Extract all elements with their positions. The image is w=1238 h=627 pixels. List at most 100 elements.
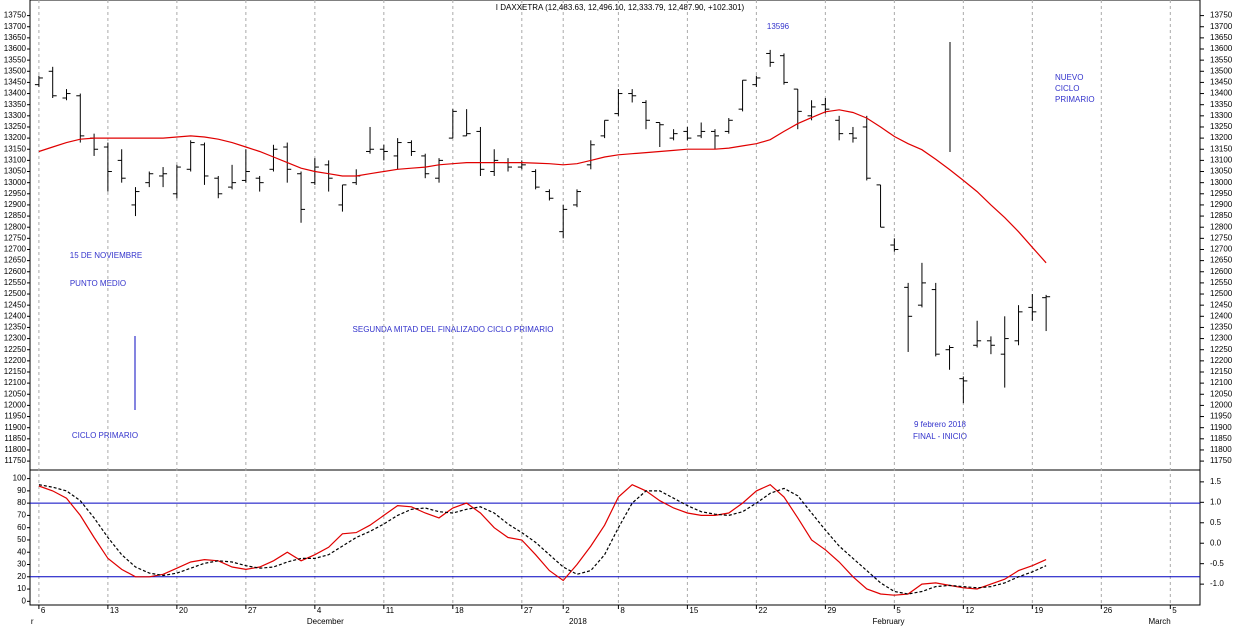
annotation: CICLO PRIMARIO (72, 431, 138, 440)
y-tick-label: 12500 (4, 289, 27, 298)
x-tick-label: 19 (1034, 606, 1043, 615)
y-tick-label: 12750 (4, 233, 27, 242)
y-tick-label: 13050 (4, 167, 27, 176)
y2-tick-label: -0.5 (1210, 559, 1224, 568)
y2-tick-label: 12200 (1210, 356, 1233, 365)
y2-tick-label: 12350 (1210, 323, 1233, 332)
y2-tick-label: 13700 (1210, 22, 1233, 31)
month-label: December (307, 617, 344, 626)
y2-tick-label: 13200 (1210, 133, 1233, 142)
annotation: 9 febrero 2018 (914, 420, 967, 429)
y-tick-label: 90 (17, 486, 26, 495)
x-tick-label: 13 (110, 606, 119, 615)
y-tick-label: 13600 (4, 44, 27, 53)
oscillator-line (38, 484, 1047, 595)
annotation: PUNTO MEDIO (70, 279, 126, 288)
y2-tick-label: 11950 (1210, 412, 1232, 421)
annotation: PRIMARIO (1055, 95, 1095, 104)
y-tick-label: 11850 (4, 434, 26, 443)
y2-tick-label: 13600 (1210, 44, 1233, 53)
y-tick-label: 12450 (4, 300, 27, 309)
y-tick-label: 13200 (4, 133, 27, 142)
annotation: NUEVO (1055, 73, 1083, 82)
y2-tick-label: 13500 (1210, 66, 1233, 75)
y-tick-label: 13700 (4, 22, 27, 31)
x-tick-label: 6 (41, 606, 46, 615)
annotation: SEGUNDA MITAD DEL FINALIZADO CICLO PRIMA… (353, 325, 554, 334)
y2-tick-label: 12500 (1210, 289, 1233, 298)
annotation: 15 DE NOVIEMBRE (70, 251, 142, 260)
y2-tick-label: 0.5 (1210, 518, 1222, 527)
y-tick-label: 12800 (4, 222, 27, 231)
y-tick-label: 0 (22, 596, 27, 605)
y-tick-label: 30 (17, 560, 26, 569)
moving-average (38, 109, 1047, 264)
y-tick-label: 12900 (4, 200, 27, 209)
y-tick-label: 12250 (4, 345, 27, 354)
y-tick-label: 80 (17, 498, 26, 507)
y-tick-label: 11900 (4, 423, 26, 432)
x-tick-label: 15 (689, 606, 698, 615)
y-tick-label: 10 (17, 584, 26, 593)
chart-title: I DAXXETRA (12,483.63, 12,496.10, 12,333… (496, 3, 745, 12)
frame (29, 0, 1201, 606)
x-tick-label: 20 (179, 606, 188, 615)
y2-tick-label: 13750 (1210, 11, 1233, 20)
annotation: FINAL - INICIO (913, 432, 967, 441)
y-tick-label: 12400 (4, 311, 27, 320)
x-tick-label: 22 (758, 606, 767, 615)
y-tick-label: 13750 (4, 11, 27, 20)
y-tick-label: 50 (17, 535, 26, 544)
y2-tick-label: 11900 (1210, 423, 1232, 432)
y2-tick-label: 0.0 (1210, 538, 1222, 547)
y-tick-label: 12350 (4, 323, 27, 332)
x-tick-label: 27 (248, 606, 257, 615)
y-tick-label: 13550 (4, 55, 27, 64)
y-tick-label: 12650 (4, 256, 27, 265)
x-tick-label: 12 (965, 606, 974, 615)
month-label: March (1149, 617, 1171, 626)
y-tick-label: 11800 (4, 445, 26, 454)
y2-tick-label: 12600 (1210, 267, 1233, 276)
y-tick-label: 40 (17, 547, 26, 556)
y2-tick-label: 13400 (1210, 89, 1233, 98)
x-tick-label: 2 (565, 606, 570, 615)
y2-tick-label: 12300 (1210, 334, 1233, 343)
y2-tick-label: 12400 (1210, 311, 1233, 320)
y2-tick-label: 13550 (1210, 55, 1233, 64)
y2-tick-label: 13350 (1210, 100, 1233, 109)
y-tick-label: 12950 (4, 189, 27, 198)
y-tick-label: 12200 (4, 356, 27, 365)
y2-tick-label: 1.5 (1210, 477, 1222, 486)
y-tick-label: 12000 (4, 401, 27, 410)
x-tick-label: 5 (896, 606, 901, 615)
y2-tick-label: 11800 (1210, 445, 1232, 454)
y2-tick-label: 12650 (1210, 256, 1233, 265)
y-tick-label: 13250 (4, 122, 27, 131)
y2-tick-label: 13100 (1210, 155, 1233, 164)
month-label: February (873, 617, 905, 626)
y2-tick-label: 12700 (1210, 245, 1233, 254)
y2-tick-label: 12100 (1210, 378, 1233, 387)
y-tick-label: 12300 (4, 334, 27, 343)
annotation: 13596 (767, 22, 790, 31)
y2-tick-label: 13050 (1210, 167, 1233, 176)
y-tick-label: 13500 (4, 66, 27, 75)
x-tick-label: 29 (827, 606, 836, 615)
y2-tick-label: 13650 (1210, 33, 1233, 42)
y-tick-label: 12150 (4, 367, 27, 376)
y2-tick-label: 12050 (1210, 389, 1233, 398)
y2-tick-label: 12450 (1210, 300, 1233, 309)
y-tick-label: 60 (17, 523, 26, 532)
y2-tick-label: -1.0 (1210, 579, 1224, 588)
y-tick-label: 13450 (4, 78, 27, 87)
x-tick-label: 26 (1103, 606, 1112, 615)
y-tick-label: 70 (17, 511, 26, 520)
x-tick-label: 18 (455, 606, 464, 615)
y2-tick-label: 13250 (1210, 122, 1233, 131)
y-tick-label: 13400 (4, 89, 27, 98)
y-tick-label: 12850 (4, 211, 27, 220)
y-tick-label: 12700 (4, 245, 27, 254)
month-label: r (31, 617, 34, 626)
